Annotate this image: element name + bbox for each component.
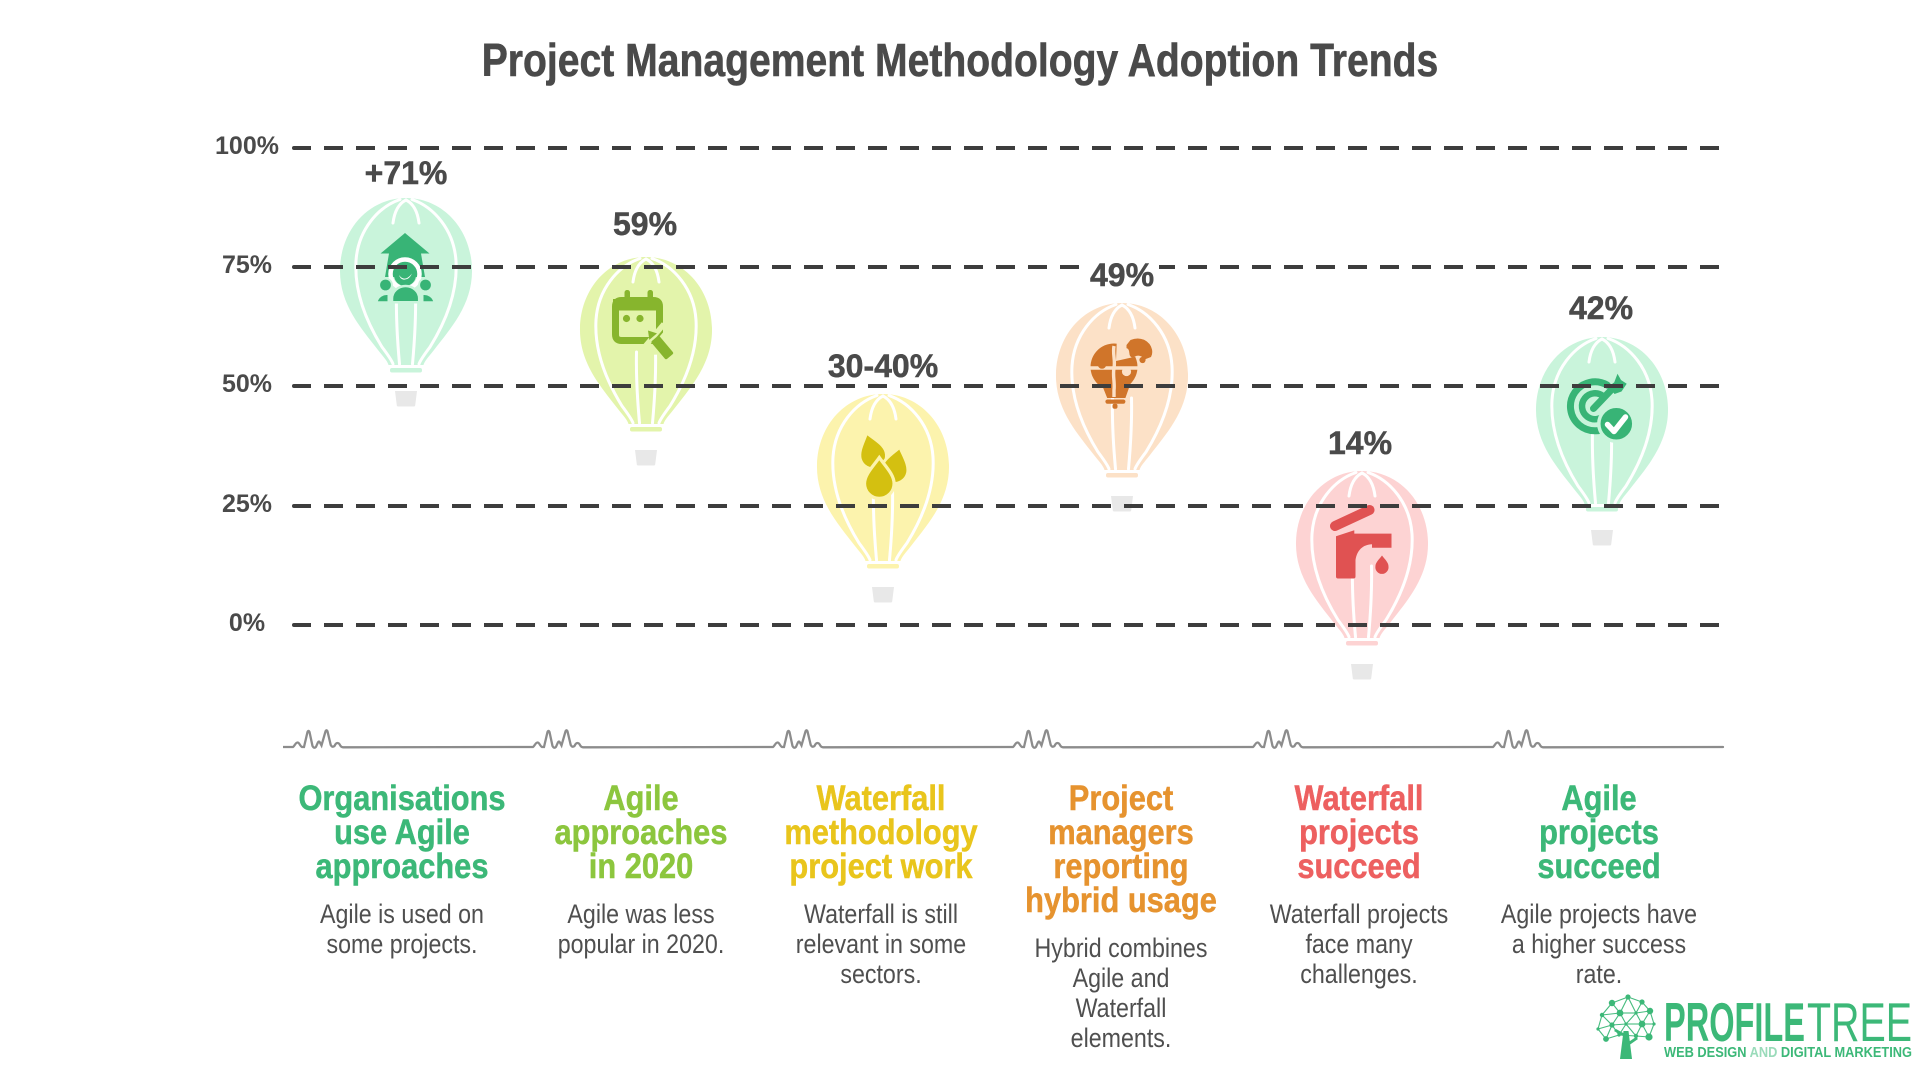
svg-text:WEB DESIGN AND DIGITAL MARKETI: WEB DESIGN AND DIGITAL MARKETING <box>1664 1045 1912 1061</box>
svg-text:PROFILE: PROFILE <box>1664 991 1805 1053</box>
svg-text:TREE: TREE <box>1807 991 1912 1053</box>
